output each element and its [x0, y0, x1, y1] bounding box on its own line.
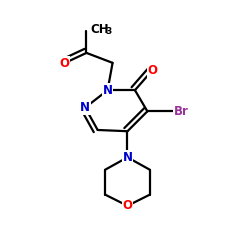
Text: N: N: [102, 84, 113, 97]
Text: O: O: [59, 57, 69, 70]
Text: 3: 3: [105, 27, 111, 36]
Text: Br: Br: [174, 105, 188, 118]
Text: CH: CH: [90, 23, 109, 36]
Text: N: N: [80, 101, 90, 114]
Text: O: O: [147, 64, 157, 77]
Text: O: O: [122, 199, 132, 212]
Text: N: N: [122, 151, 132, 164]
